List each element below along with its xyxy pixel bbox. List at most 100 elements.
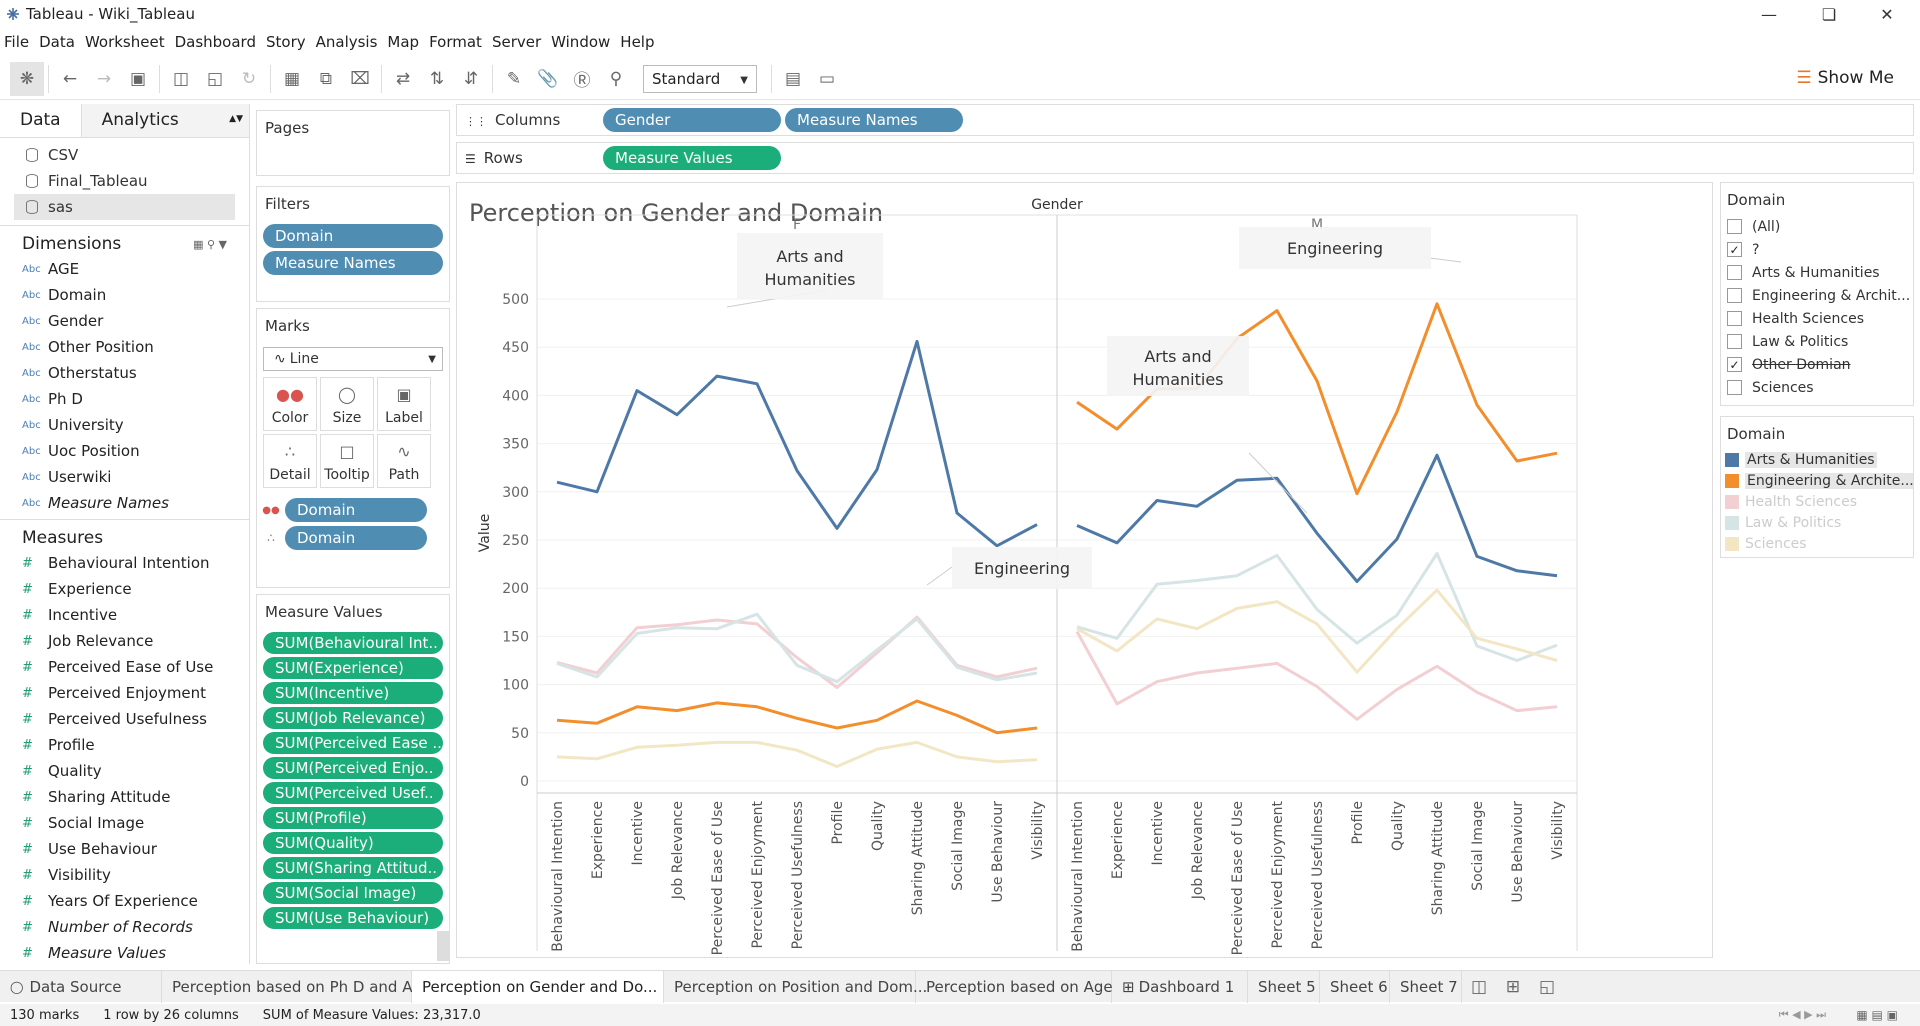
presentation-mode-icon[interactable]: ▭ xyxy=(818,68,836,89)
columns-pill-gender[interactable]: Gender xyxy=(603,108,781,132)
field-measure-names[interactable]: Abc Measure Names xyxy=(0,490,249,516)
field-otherstatus[interactable]: Abc Otherstatus xyxy=(0,360,249,386)
detail-button[interactable]: ∴ Detail xyxy=(263,434,317,488)
data-source-final-tableau[interactable]: Final_Tableau xyxy=(0,168,249,194)
measure-values-pill[interactable]: SUM(Sharing Attitud.. xyxy=(263,857,443,879)
domain-filter-item[interactable]: Engineering & Archit... xyxy=(1721,284,1913,307)
checkbox-icon[interactable] xyxy=(1727,311,1742,326)
show-labels-icon[interactable]: Ⓡ xyxy=(573,71,591,91)
measure-values-pill[interactable]: SUM(Experience) xyxy=(263,657,443,679)
legend-item-engineering-archite[interactable]: Engineering & Archite... xyxy=(1721,470,1913,491)
minimize-icon[interactable]: — xyxy=(1761,4,1777,24)
new-worksheet-tab-icon[interactable]: ◫ xyxy=(1470,976,1488,997)
marks-pill-domain-color[interactable]: Domain xyxy=(285,498,427,522)
field-job-relevance[interactable]: # Job Relevance xyxy=(0,628,249,654)
field-age[interactable]: Abc AGE xyxy=(0,256,249,282)
measure-values-pill[interactable]: SUM(Use Behaviour) xyxy=(263,907,443,929)
menu-window[interactable]: Window xyxy=(551,33,611,51)
legend-item-sciences[interactable]: Sciences xyxy=(1721,533,1913,554)
domain-filter-item[interactable]: ✓ Other Domian xyxy=(1721,353,1913,376)
measure-values-pill[interactable]: SUM(Social Image) xyxy=(263,882,443,904)
tab-sheet-gender-domain[interactable]: Perception on Gender and Do... xyxy=(412,970,664,1003)
new-worksheet-icon[interactable]: ▦ xyxy=(283,68,301,89)
color-button[interactable]: ●● Color xyxy=(263,377,317,431)
menu-story[interactable]: Story xyxy=(265,33,306,51)
menu-dashboard[interactable]: Dashboard xyxy=(174,33,256,51)
legend-item-arts-humanities[interactable]: Arts & Humanities xyxy=(1721,449,1913,470)
measure-values-pill[interactable]: SUM(Perceived Enjo.. xyxy=(263,757,443,779)
tab-sheet-position-domain[interactable]: Perception on Position and Dom... xyxy=(664,970,927,1003)
menu-data[interactable]: Data xyxy=(39,33,75,51)
highlight-icon[interactable]: ✎ xyxy=(506,68,522,89)
fit-select[interactable]: Standard ▼ xyxy=(643,64,757,93)
measure-values-pill[interactable]: SUM(Behavioural Int.. xyxy=(263,632,443,654)
field-quality[interactable]: # Quality xyxy=(0,758,249,784)
data-source-csv[interactable]: CSV xyxy=(0,142,249,168)
field-profile[interactable]: # Profile xyxy=(0,732,249,758)
checkbox-icon[interactable] xyxy=(1727,380,1742,395)
path-button[interactable]: ∿ Path xyxy=(377,434,431,488)
undo-icon[interactable]: ← xyxy=(62,68,78,89)
tab-dashboard-1[interactable]: ⊞ Dashboard 1 xyxy=(1112,970,1248,1003)
field-phd[interactable]: Abc Ph D xyxy=(0,386,249,412)
tab-sheet-phd[interactable]: Perception based on Ph D and A... xyxy=(162,970,427,1003)
domain-filter-item[interactable]: Law & Politics xyxy=(1721,330,1913,353)
field-number-of-records[interactable]: # Number of Records xyxy=(0,914,249,940)
measure-values-pill[interactable]: SUM(Profile) xyxy=(263,807,443,829)
redo-icon[interactable]: → xyxy=(96,68,112,89)
field-visibility[interactable]: # Visibility xyxy=(0,862,249,888)
tab-analytics[interactable]: Analytics ▲▼ xyxy=(80,104,249,137)
domain-filter-item[interactable]: ✓? xyxy=(1721,238,1913,261)
checkbox-icon[interactable] xyxy=(1727,334,1742,349)
field-uoc-position[interactable]: Abc Uoc Position xyxy=(0,438,249,464)
new-story-tab-icon[interactable]: ◱ xyxy=(1538,976,1556,997)
rows-pill-measure-values[interactable]: Measure Values xyxy=(603,146,781,170)
field-measure-values[interactable]: # Measure Values xyxy=(0,940,249,966)
view-mode-icons[interactable]: ▦ ▤ ▣ xyxy=(1856,1008,1898,1022)
menu-worksheet[interactable]: Worksheet xyxy=(84,33,165,51)
mark-type-select[interactable]: ∿ Line ▼ xyxy=(263,347,443,371)
new-data-source-icon[interactable]: ◫ xyxy=(172,68,190,89)
tab-sheet-age[interactable]: Perception based on Age xyxy=(916,970,1113,1003)
field-perceived-usefulness[interactable]: # Perceived Usefulness xyxy=(0,706,249,732)
size-button[interactable]: ◯ Size xyxy=(320,377,374,431)
restore-icon[interactable]: ❏ xyxy=(1821,4,1837,24)
field-incentive[interactable]: # Incentive xyxy=(0,602,249,628)
measure-values-pill[interactable]: SUM(Perceived Usef.. xyxy=(263,782,443,804)
tableau-home-icon[interactable]: ❋ xyxy=(10,61,44,96)
checkbox-icon[interactable] xyxy=(1727,219,1742,234)
filter-pill-measure-names[interactable]: Measure Names xyxy=(263,251,443,275)
show-cards-icon[interactable]: ▤ xyxy=(784,68,802,89)
measure-values-pill[interactable]: SUM(Incentive) xyxy=(263,682,443,704)
view-search-icons[interactable]: ▦ ⚲ ▼ xyxy=(193,237,227,251)
save-icon[interactable]: ▣ xyxy=(129,68,147,89)
field-other-position[interactable]: Abc Other Position xyxy=(0,334,249,360)
field-use-behaviour[interactable]: # Use Behaviour xyxy=(0,836,249,862)
field-domain[interactable]: Abc Domain xyxy=(0,282,249,308)
field-behavioural-intention[interactable]: # Behavioural Intention xyxy=(0,550,249,576)
swap-rows-columns-icon[interactable]: ⇄ xyxy=(395,68,411,89)
field-experience[interactable]: # Experience xyxy=(0,576,249,602)
fix-axes-icon[interactable]: ⚲ xyxy=(609,68,623,89)
field-university[interactable]: Abc University xyxy=(0,412,249,438)
tab-sheet-5[interactable]: Sheet 5 xyxy=(1248,970,1320,1003)
checkbox-checked-icon[interactable]: ✓ xyxy=(1727,242,1742,257)
menu-server[interactable]: Server xyxy=(491,33,542,51)
legend-item-health-sciences[interactable]: Health Sciences xyxy=(1721,491,1913,512)
legend-item-law-politics[interactable]: Law & Politics xyxy=(1721,512,1913,533)
field-social-image[interactable]: # Social Image xyxy=(0,810,249,836)
label-button[interactable]: ▣ Label xyxy=(377,377,431,431)
pages-card[interactable]: Pages xyxy=(256,110,450,176)
menu-file[interactable]: File xyxy=(4,33,30,51)
tab-data-source[interactable]: ◯ Data Source xyxy=(0,970,162,1003)
field-gender[interactable]: Abc Gender xyxy=(0,308,249,334)
scrollbar[interactable] xyxy=(437,931,449,961)
checkbox-icon[interactable] xyxy=(1727,265,1742,280)
data-source-sas[interactable]: sas xyxy=(14,194,235,220)
duplicate-sheet-icon[interactable]: ⧉ xyxy=(319,68,333,89)
field-perceived-ease-of-use[interactable]: # Perceived Ease of Use xyxy=(0,654,249,680)
field-sharing-attitude[interactable]: # Sharing Attitude xyxy=(0,784,249,810)
checkbox-checked-icon[interactable]: ✓ xyxy=(1727,357,1742,372)
filter-pill-domain[interactable]: Domain xyxy=(263,224,443,248)
